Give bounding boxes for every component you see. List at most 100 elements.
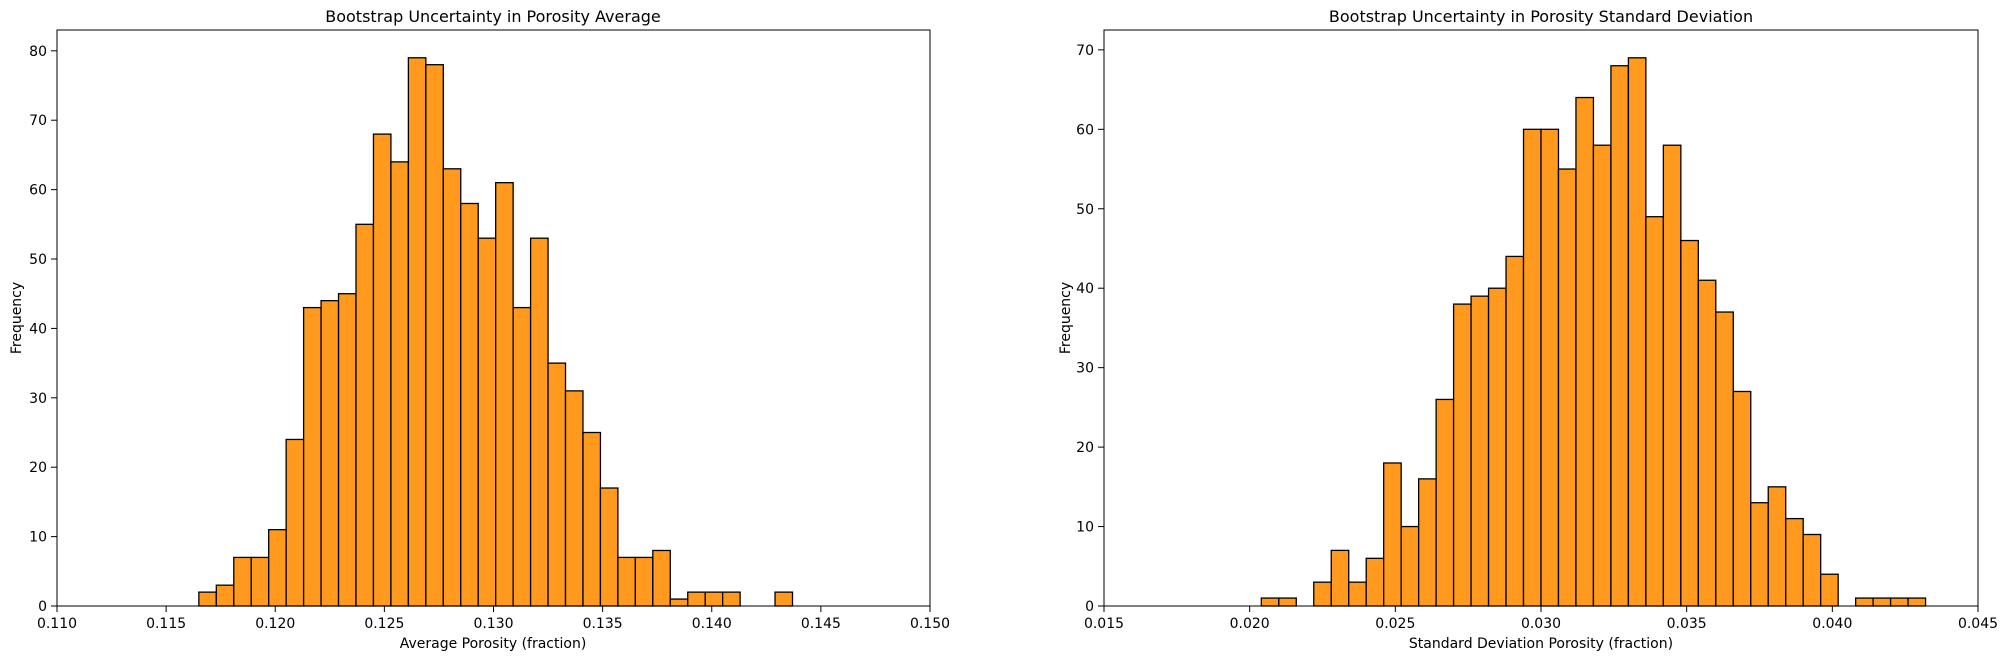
y-axis-label: Frequency <box>1058 282 1074 354</box>
histogram-bar <box>1610 65 1630 607</box>
x-tick-label: 0.110 <box>37 616 77 632</box>
histogram-bar <box>1505 255 1525 607</box>
histogram-bar <box>477 237 497 607</box>
histogram-bar <box>1278 597 1297 607</box>
y-axis-label: Frequency <box>9 282 25 354</box>
x-tick-label: 0.120 <box>255 616 295 632</box>
histogram-bar <box>320 299 340 607</box>
y-tick-label: 10 <box>29 530 47 546</box>
x-tick-label: 0.140 <box>692 616 732 632</box>
histogram-bar <box>1750 502 1769 607</box>
histogram-bar <box>1348 581 1367 607</box>
y-tick-label: 20 <box>29 460 47 476</box>
y-tick-label: 50 <box>29 252 47 268</box>
histogram-bar <box>1417 478 1437 607</box>
x-tick-label: 0.125 <box>364 616 404 632</box>
histogram-bar <box>1732 390 1752 607</box>
histogram-bar <box>268 529 287 607</box>
x-tick-label: 0.020 <box>1230 616 1270 632</box>
histogram-bar <box>1400 525 1420 607</box>
histogram-bar <box>1330 549 1350 607</box>
y-tick-label: 40 <box>1076 281 1094 297</box>
histogram-bar <box>1785 517 1804 607</box>
histogram-bar <box>1522 128 1542 607</box>
x-tick-label: 0.040 <box>1812 616 1852 632</box>
y-tick-label: 30 <box>1076 361 1094 377</box>
y-tick-label: 50 <box>1076 202 1094 218</box>
y-tick-label: 0 <box>1085 599 1094 615</box>
histogram-bar <box>547 362 567 607</box>
histogram-bar <box>512 306 532 607</box>
histogram-bar <box>1452 303 1472 607</box>
histogram-bar <box>1767 486 1787 607</box>
histogram-bar <box>198 591 217 607</box>
y-tick-label: 60 <box>1076 122 1094 138</box>
histogram-bar <box>1592 144 1612 607</box>
histogram-bar <box>337 293 357 607</box>
histogram-bar <box>1557 168 1577 607</box>
histogram-bar <box>1680 239 1699 607</box>
histogram-bar <box>215 584 235 607</box>
histogram-bar <box>529 237 549 607</box>
histogram-bar <box>1645 216 1665 607</box>
y-tick-label: 70 <box>29 113 47 129</box>
histogram-bars <box>198 57 794 607</box>
histogram-bar <box>1889 597 1909 607</box>
std-dev-porosity-histogram: Bootstrap Uncertainty in Porosity Standa… <box>1058 7 1998 652</box>
y-tick-label: 20 <box>1076 440 1094 456</box>
histogram-bar <box>1365 557 1385 607</box>
x-tick-label: 0.030 <box>1521 616 1561 632</box>
histogram-bar <box>669 598 689 607</box>
x-tick-label: 0.045 <box>1958 616 1998 632</box>
y-tick-label: 10 <box>1076 520 1094 536</box>
histogram-bar <box>442 168 462 607</box>
y-tick-label: 80 <box>29 44 47 60</box>
histogram-bar <box>495 182 514 607</box>
histogram-bar <box>1662 144 1682 607</box>
histogram-bar <box>599 487 619 607</box>
histogram-bar <box>407 57 427 607</box>
x-tick-label: 0.145 <box>801 616 841 632</box>
histogram-bar <box>1435 398 1455 607</box>
axis-ticks: 0.110 0.115 0.120 0.125 0.130 0.135 0.140 0.145… <box>29 44 950 632</box>
x-tick-label: 0.035 <box>1667 616 1707 632</box>
histogram-bar <box>1715 311 1734 607</box>
plot-frame <box>1103 29 1979 607</box>
histogram-bar <box>1872 597 1892 607</box>
histogram-bar <box>1540 128 1560 607</box>
histogram-bar <box>634 556 654 607</box>
histogram-bar <box>285 438 305 607</box>
histogram-bar <box>704 591 724 607</box>
histogram-bar <box>355 223 375 607</box>
histogram-bar <box>390 161 410 607</box>
histogram-bar <box>1260 597 1280 607</box>
average-porosity-histogram: Bootstrap Uncertainty in Porosity Averag… <box>9 7 950 652</box>
y-tick-label: 60 <box>29 183 47 199</box>
histogram-bar <box>564 390 584 607</box>
x-tick-label: 0.150 <box>910 616 950 632</box>
histogram-bar <box>582 431 602 607</box>
histogram-bar <box>1820 573 1839 607</box>
chart-title: Bootstrap Uncertainty in Porosity Standa… <box>1329 7 1753 26</box>
histogram-bar <box>1627 57 1647 607</box>
x-axis-label: Average Porosity (fraction) <box>400 636 587 652</box>
histogram-bar <box>302 306 322 607</box>
histogram-bar <box>233 556 252 607</box>
chart-title: Bootstrap Uncertainty in Porosity Averag… <box>325 7 661 26</box>
x-tick-label: 0.130 <box>473 616 513 632</box>
x-tick-label: 0.015 <box>1084 616 1124 632</box>
histogram-bar <box>1854 597 1874 607</box>
histogram-bar <box>1697 279 1717 607</box>
plot-frame <box>56 29 931 607</box>
histogram-bar <box>425 64 444 607</box>
x-tick-label: 0.135 <box>583 616 623 632</box>
x-axis-label: Standard Deviation Porosity (fraction) <box>1409 636 1673 652</box>
histogram-bar <box>617 556 637 607</box>
histogram-bar <box>1575 96 1595 607</box>
histogram-bar <box>652 549 671 607</box>
histogram-bar <box>250 556 270 607</box>
histogram-bar <box>722 591 741 607</box>
histogram-bar <box>460 202 479 607</box>
axis-ticks: 0.015 0.020 0.025 0.030 0.035 0.040 0.045 0 10 20… <box>1076 43 1998 632</box>
